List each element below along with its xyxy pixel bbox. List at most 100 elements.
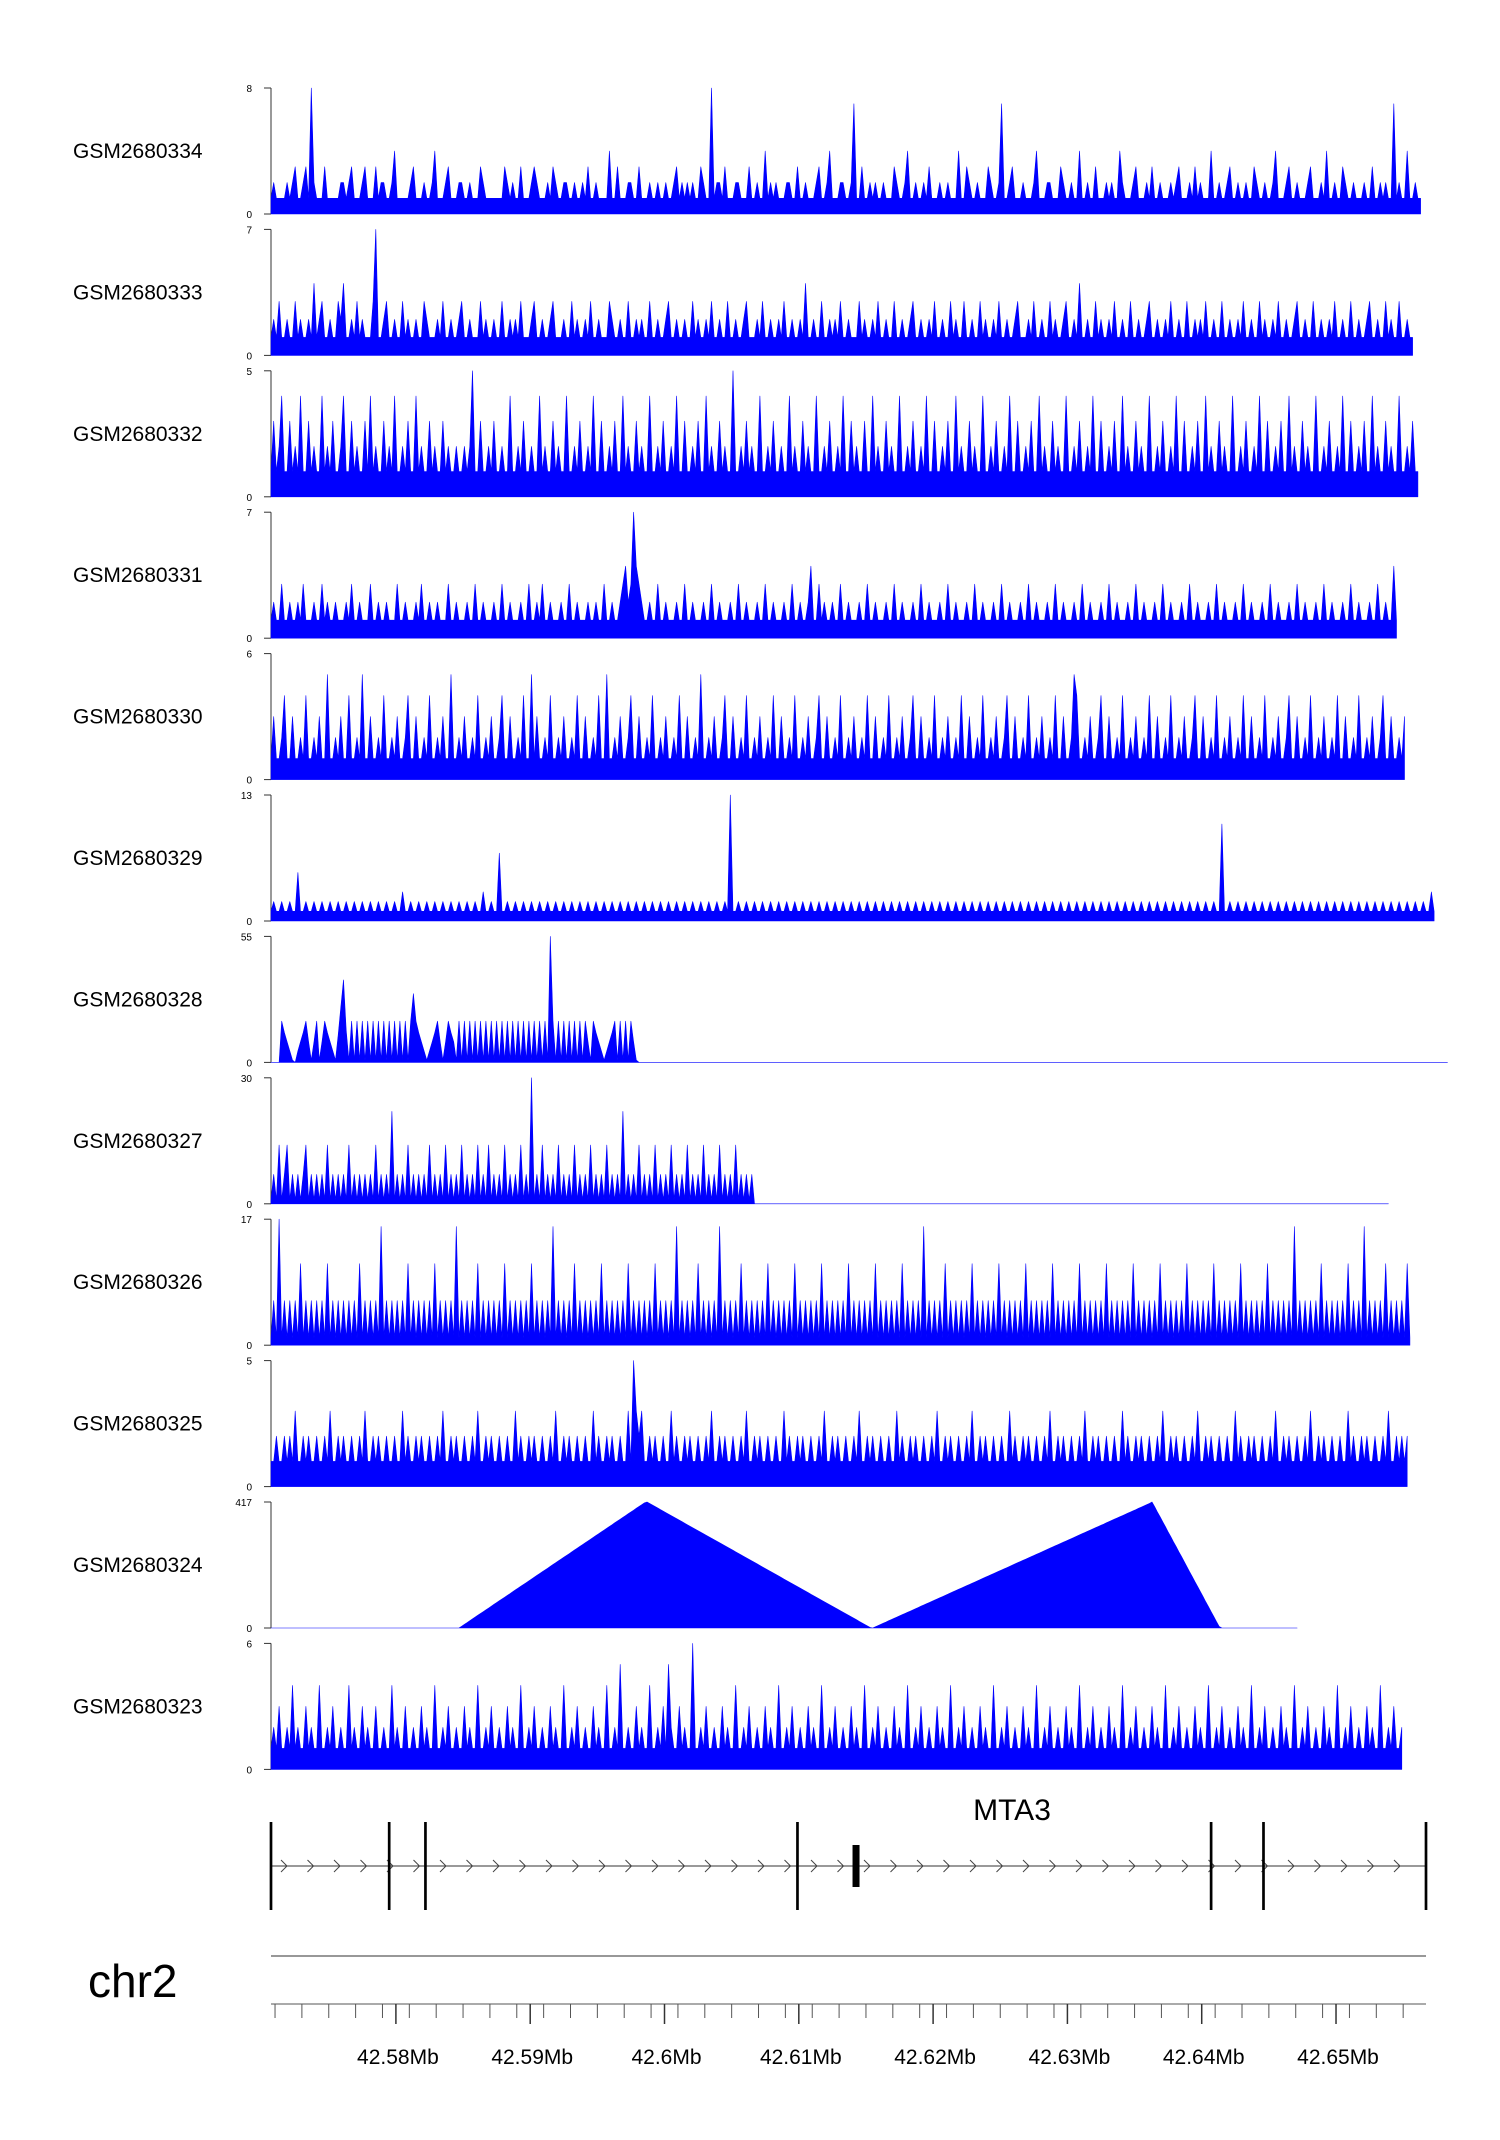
y-min-label: 0	[246, 1058, 252, 1069]
y-max-label: 5	[246, 1357, 252, 1368]
strand-arrow	[1022, 1859, 1030, 1873]
strand-arrow	[466, 1859, 474, 1873]
exon-mark	[1424, 1822, 1428, 1910]
strand-arrow	[1102, 1859, 1110, 1873]
track-GSM2680327: GSM2680327 30 0	[73, 1074, 1389, 1211]
exon-mark	[424, 1822, 427, 1910]
gene-name-label: MTA3	[973, 1794, 1051, 1827]
y-min-label: 0	[246, 1765, 252, 1776]
strand-arrow	[519, 1859, 527, 1873]
y-min-label: 0	[246, 210, 252, 221]
strand-arrow	[1049, 1859, 1057, 1873]
y-max-label: 6	[246, 650, 252, 661]
signal-area	[270, 794, 1435, 922]
strand-arrow	[545, 1859, 553, 1873]
x-tick-label: 42.63Mb	[1029, 2046, 1111, 2069]
strand-arrow	[731, 1859, 739, 1873]
y-max-label: 17	[241, 1215, 253, 1226]
strand-arrow	[890, 1859, 898, 1873]
exon-mark	[387, 1822, 391, 1910]
strand-arrow	[1234, 1859, 1242, 1873]
y-min-label: 0	[246, 1200, 252, 1211]
track-GSM2680330: GSM2680330 6 0	[73, 650, 1405, 787]
y-max-label: 7	[246, 508, 252, 519]
track-label: GSM2680326	[73, 1271, 203, 1294]
signal-tracks: GSM268033480GSM268033370GSM268033250GSM2…	[73, 84, 1448, 1776]
strand-arrow	[333, 1859, 341, 1873]
strand-arrow	[837, 1859, 845, 1873]
strand-arrow	[1155, 1859, 1163, 1873]
signal-area	[270, 1077, 1389, 1205]
track-label: GSM2680324	[73, 1554, 203, 1577]
x-tick-label: 42.58Mb	[357, 2046, 439, 2069]
strand-arrow	[307, 1859, 315, 1873]
signal-area	[270, 511, 1397, 639]
y-max-label: 417	[235, 1498, 252, 1509]
y-max-label: 5	[246, 367, 252, 378]
signal-area	[270, 1218, 1411, 1346]
strand-arrow	[704, 1859, 712, 1873]
strand-arrow	[969, 1859, 977, 1873]
y-min-label: 0	[246, 1483, 252, 1494]
exon-mark	[852, 1845, 860, 1887]
signal-area	[270, 1360, 1408, 1487]
strand-arrow	[1314, 1859, 1322, 1873]
signal-area	[270, 674, 1405, 780]
y-min-label: 0	[246, 493, 252, 504]
strand-arrow	[1128, 1859, 1136, 1873]
track-label: GSM2680333	[73, 281, 203, 304]
signal-area	[270, 1643, 1403, 1770]
track-GSM2680323: GSM2680323 6 0	[73, 1639, 1403, 1776]
gene-annotation-track: MTA3	[269, 1794, 1428, 1910]
y-min-label: 0	[246, 776, 252, 787]
y-min-label: 0	[246, 917, 252, 928]
track-label: GSM2680334	[73, 140, 203, 163]
strand-arrow	[1367, 1859, 1375, 1873]
signal-area	[270, 370, 1419, 498]
exon-mark	[1262, 1822, 1265, 1910]
strand-arrow	[784, 1859, 792, 1873]
exon-mark	[1209, 1822, 1213, 1910]
strand-arrow	[678, 1859, 686, 1873]
track-label: GSM2680331	[73, 564, 203, 587]
x-tick-label: 42.59Mb	[491, 2046, 573, 2069]
track-GSM2680329: GSM2680329 13 0	[73, 791, 1435, 928]
track-label: GSM2680328	[73, 988, 203, 1011]
strand-arrow	[1287, 1859, 1295, 1873]
strand-arrow	[413, 1859, 421, 1873]
x-tick-label: 42.65Mb	[1297, 2046, 1379, 2069]
track-GSM2680332: GSM2680332 5 0	[73, 367, 1419, 504]
track-GSM2680333: GSM2680333 7 0	[73, 225, 1413, 362]
signal-area	[270, 936, 1448, 1063]
y-max-label: 6	[246, 1639, 252, 1650]
y-min-label: 0	[246, 634, 252, 645]
strand-arrow	[943, 1859, 951, 1873]
strand-arrow	[598, 1859, 606, 1873]
chromosome-label: chr2	[88, 1955, 177, 2007]
track-GSM2680324: GSM2680324 417 0	[73, 1498, 1298, 1635]
track-label: GSM2680329	[73, 847, 203, 870]
strand-arrow	[996, 1859, 1004, 1873]
track-label: GSM2680327	[73, 1130, 203, 1153]
track-GSM2680325: GSM2680325 5 0	[73, 1357, 1408, 1494]
exon-mark	[796, 1822, 799, 1910]
x-tick-label: 42.6Mb	[631, 2046, 701, 2069]
strand-arrow	[572, 1859, 580, 1873]
strand-arrow	[916, 1859, 924, 1873]
strand-arrow	[625, 1859, 633, 1873]
y-max-label: 13	[241, 791, 253, 802]
strand-arrow	[757, 1859, 765, 1873]
strand-arrow	[863, 1859, 871, 1873]
track-GSM2680326: GSM2680326 17 0	[73, 1215, 1411, 1352]
strand-arrow	[1340, 1859, 1348, 1873]
signal-area	[270, 229, 1413, 356]
strand-arrow	[439, 1859, 447, 1873]
x-tick-label: 42.61Mb	[760, 2046, 842, 2069]
y-max-label: 7	[246, 225, 252, 236]
signal-area	[270, 87, 1421, 215]
x-tick-label: 42.64Mb	[1163, 2046, 1245, 2069]
signal-area	[270, 1501, 1298, 1629]
track-label: GSM2680325	[73, 1413, 203, 1436]
track-label: GSM2680330	[73, 706, 203, 729]
y-max-label: 55	[241, 932, 253, 943]
